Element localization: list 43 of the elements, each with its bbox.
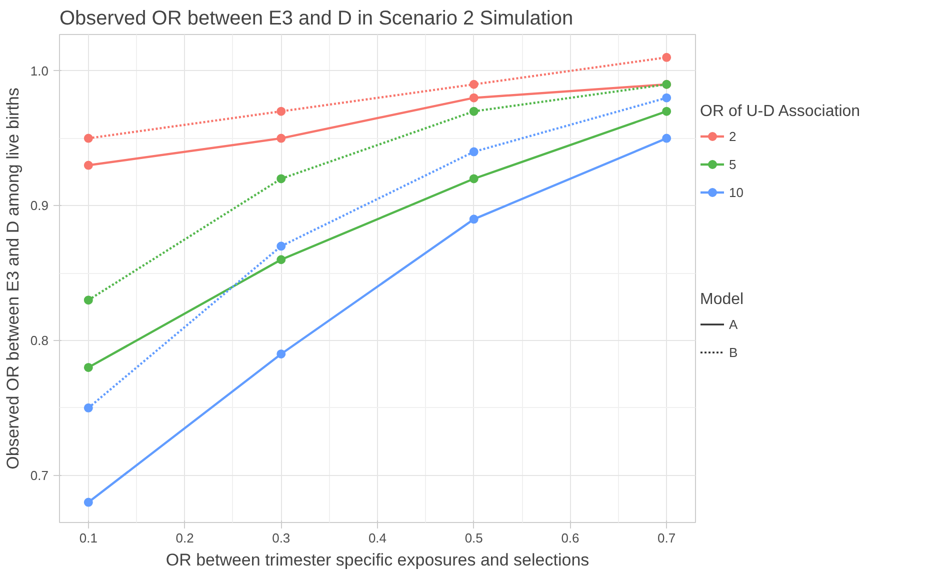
point: [469, 106, 478, 116]
x-tick-label: 0.6: [561, 530, 580, 546]
point: [276, 174, 286, 184]
x-tick-label: 0.3: [272, 530, 290, 546]
point: [662, 52, 672, 62]
point: [276, 350, 286, 358]
y-tick-label: 1.0: [30, 63, 49, 78]
x-tick-label: 0.7: [658, 530, 676, 546]
point: [84, 403, 93, 412]
text: Model: [700, 291, 745, 309]
legend-label: 10: [729, 184, 744, 200]
point: [84, 362, 93, 372]
point: [84, 498, 93, 507]
point: [276, 255, 286, 264]
text: A: [729, 316, 739, 332]
point: [469, 174, 478, 184]
legend-label: 5: [729, 156, 738, 172]
point: [84, 296, 93, 305]
point: [469, 214, 478, 224]
x-tick-label: 0.5: [464, 530, 483, 546]
y-tick-label: 0.9: [30, 198, 49, 214]
point: [84, 134, 93, 143]
point: [84, 160, 93, 170]
point: [276, 106, 286, 116]
legend-label: 2: [729, 128, 738, 144]
x-tick-label: 0.1: [79, 530, 98, 546]
point: [662, 93, 672, 102]
y-axis-title: Observed OR between E3 and D among live births: [3, 88, 22, 470]
chart-title: Observed OR between E3 and D in Scenario 2 Simulation: [60, 8, 574, 30]
x-tick-label: 0.4: [368, 530, 387, 546]
point: [469, 93, 478, 102]
y-tick-label: 0.8: [30, 333, 49, 348]
y-tick-label: 0.7: [30, 468, 49, 483]
point: [276, 242, 286, 251]
text: B: [729, 344, 739, 360]
point: [469, 80, 478, 89]
point: [662, 106, 672, 116]
point: [469, 147, 478, 156]
point: [276, 134, 286, 143]
x-tick-label: 0.2: [176, 530, 194, 546]
x-axis-title: OR between trimester specific exposures and selections: [166, 550, 590, 570]
point: [662, 134, 672, 143]
legend-title: OR of U-D Association: [700, 103, 860, 121]
